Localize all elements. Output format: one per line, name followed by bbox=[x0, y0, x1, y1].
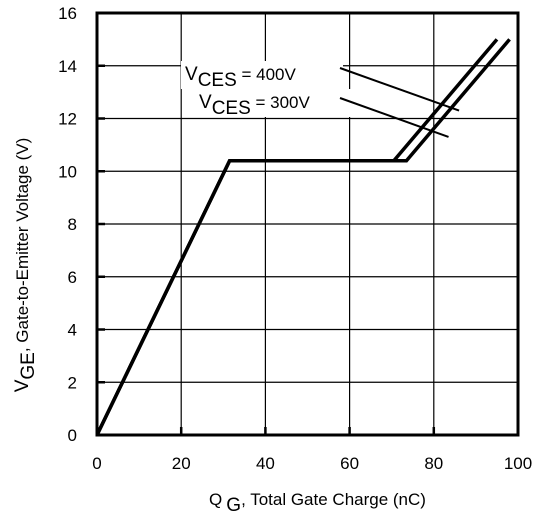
y-tick-label: 12 bbox=[58, 110, 77, 129]
annotation-leader-line bbox=[339, 67, 460, 112]
y-tick-label: 8 bbox=[68, 215, 77, 234]
x-axis-label-main: Q bbox=[209, 490, 222, 509]
y-tick-label: 4 bbox=[68, 321, 77, 340]
annotation-label: VCES = 300V bbox=[199, 92, 311, 119]
annotation-background bbox=[181, 61, 343, 89]
tick-labels: 0 20 40 60 80 100 0 2 4 6 8 10 12 14 16 bbox=[58, 4, 532, 473]
y-axis-label-rest: , Gate-to-Emitter Voltage (V) bbox=[13, 138, 32, 352]
y-tick-label: 16 bbox=[58, 4, 77, 23]
y-axis-label-sub: GE bbox=[18, 352, 39, 379]
annotation-leader-line bbox=[339, 97, 449, 138]
y-tick-label: 14 bbox=[58, 57, 77, 76]
annotation-background bbox=[195, 89, 357, 117]
x-tick-label: 60 bbox=[340, 454, 359, 473]
series-line-2 bbox=[95, 38, 511, 436]
tick-marks bbox=[95, 11, 520, 437]
y-tick-label: 0 bbox=[68, 426, 77, 445]
y-axis-label-main: V bbox=[12, 379, 33, 392]
y-tick-label: 6 bbox=[68, 268, 77, 287]
y-tick-label: 10 bbox=[58, 162, 77, 181]
x-tick-label: 0 bbox=[92, 454, 101, 473]
x-axis-label-rest: , Total Gate Charge (nC) bbox=[241, 490, 426, 509]
x-tick-label: 20 bbox=[172, 454, 191, 473]
x-axis-label-sub: G bbox=[226, 495, 241, 516]
annotation-label: VCES = 400V bbox=[185, 64, 297, 91]
series-lines bbox=[95, 38, 511, 436]
y-tick-label: 2 bbox=[68, 373, 77, 392]
x-axis-label: Q G, Total Gate Charge (nC) bbox=[209, 490, 426, 516]
x-tick-label: 40 bbox=[256, 454, 275, 473]
y-axis-label: VGE, Gate-to-Emitter Voltage (V) bbox=[12, 138, 39, 393]
x-tick-label: 100 bbox=[504, 454, 532, 473]
x-tick-label: 80 bbox=[424, 454, 443, 473]
